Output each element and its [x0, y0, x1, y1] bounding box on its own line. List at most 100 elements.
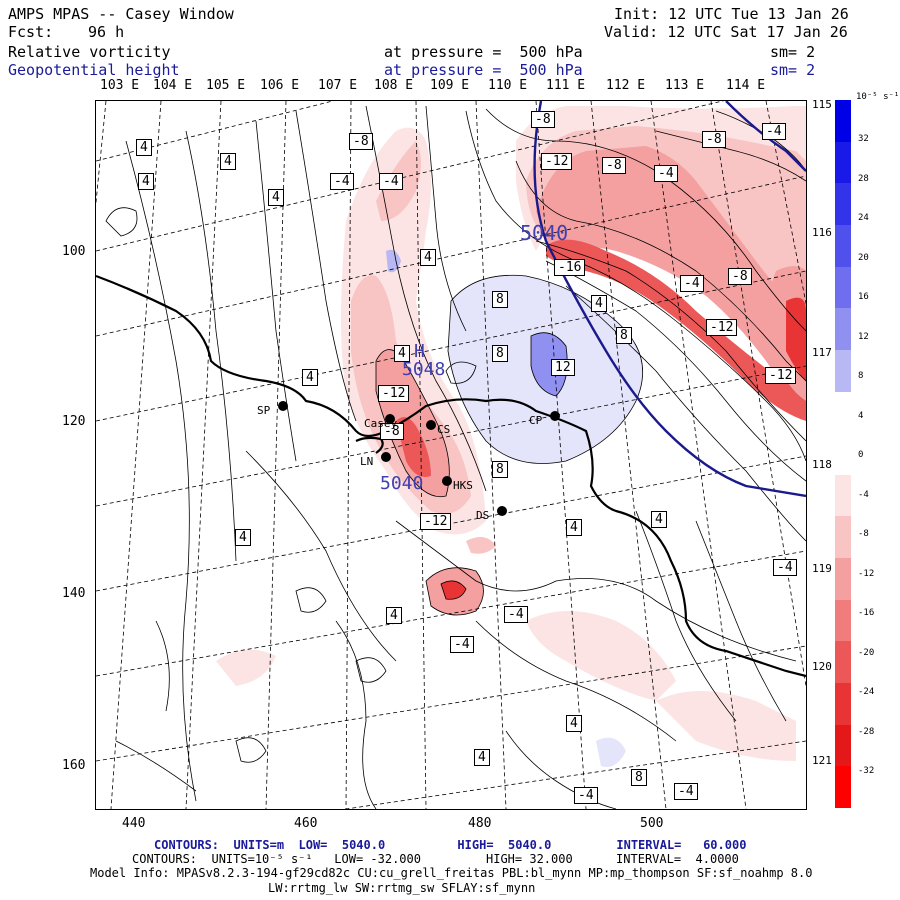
colorbar-swatch — [835, 349, 851, 393]
top-lon-label: 110 E — [488, 78, 528, 93]
x-tick-label: 440 — [122, 816, 146, 831]
station-marker — [442, 476, 452, 486]
colorbar-label: -16 — [858, 608, 875, 618]
station-label: HKS — [453, 479, 473, 492]
colorbar-swatch — [835, 599, 851, 642]
colorbar-label: 24 — [858, 213, 869, 223]
contour-label: -12 — [378, 385, 410, 402]
colorbar-unit: 10⁻⁵ s⁻¹ — [856, 92, 900, 102]
contour-label: 8 — [492, 461, 508, 478]
contour-label: 4 — [220, 153, 236, 170]
contour-label: 8 — [492, 291, 508, 308]
forecast-label: Fcst: — [8, 23, 54, 41]
contour-label: 8 — [631, 769, 647, 786]
colorbar-swatch — [835, 183, 851, 226]
contour-label: 8 — [616, 327, 632, 344]
colorbar-label: 12 — [858, 331, 869, 342]
colorbar-label: -12 — [858, 568, 875, 579]
top-lon-label: 108 E — [374, 78, 414, 93]
top-lon-label: 103 E — [100, 78, 140, 93]
field2-level: at pressure = 500 hPa — [384, 61, 583, 79]
chart-title: AMPS MPAS -- Casey Window — [8, 5, 234, 23]
contour-label: -8 — [349, 133, 373, 150]
field1-name: Relative vorticity — [8, 43, 171, 61]
contour-label: -12 — [420, 513, 452, 530]
positive-vorticity-shading — [386, 249, 643, 767]
station-label: CS — [437, 423, 451, 436]
contour-label: -4 — [574, 787, 598, 804]
geopotential-label: 5040 — [380, 473, 424, 494]
contour-label: -4 — [762, 123, 786, 140]
contour-label: 4 — [474, 749, 490, 766]
contour-label: -8 — [531, 111, 555, 128]
y-tick-label: 160 — [62, 758, 86, 773]
geopotential-contours — [533, 101, 806, 498]
top-lon-label: 105 E — [206, 78, 246, 93]
contour-label: -12 — [706, 319, 738, 336]
station-label: DS — [476, 509, 490, 522]
contour-label: 4 — [136, 139, 152, 156]
x-tick-label: 500 — [640, 816, 664, 831]
colorbar-label: -28 — [858, 726, 875, 737]
station-label: CP — [529, 414, 543, 427]
station-marker — [278, 401, 288, 411]
colorbar-swatch — [835, 308, 851, 351]
x-tick-label: 460 — [294, 816, 318, 831]
colorbar-label: -4 — [858, 489, 869, 500]
contour-label: 4 — [651, 511, 667, 528]
y-tick-label: 120 — [62, 414, 86, 429]
colorbar-swatch — [835, 641, 851, 684]
footer-vorticity-contours: CONTOURS: UNITS=10⁻⁵ s⁻¹ LOW= -32.000 HI… — [132, 852, 739, 866]
colorbar-label: 16 — [858, 292, 869, 302]
colorbar-label: -24 — [858, 687, 875, 697]
x-tick-label: 480 — [468, 816, 492, 831]
init-time: Init: 12 UTC Tue 13 Jan 26 — [614, 5, 849, 23]
colorbar-swatch — [835, 224, 851, 268]
footer-model-info-2: LW:rrtmg_lw SW:rrtmg_sw SFLAY:sf_mynn — [268, 881, 536, 895]
top-lon-label: 111 E — [546, 78, 586, 93]
top-lon-label: 107 E — [318, 78, 358, 93]
contour-label: 4 — [591, 295, 607, 312]
colorbar-swatch — [835, 433, 851, 476]
station-marker — [497, 506, 507, 516]
colorbar-label: 32 — [858, 134, 869, 144]
colorbar-label: 4 — [858, 410, 864, 421]
y-tick-label: 140 — [62, 586, 86, 601]
contour-label: 8 — [492, 345, 508, 362]
field1-level: at pressure = 500 hPa — [384, 43, 583, 61]
colorbar-label: 20 — [858, 252, 869, 263]
map-svg — [96, 101, 806, 809]
top-lon-label: 114 E — [726, 78, 766, 93]
colorbar-label: 0 — [858, 450, 864, 460]
contour-label: -4 — [450, 636, 474, 653]
top-lon-label: 113 E — [665, 78, 705, 93]
contour-label: -12 — [541, 153, 573, 170]
contour-label: -16 — [554, 259, 586, 276]
colorbar-swatch — [835, 141, 851, 184]
colorbar-swatch — [835, 266, 851, 309]
contour-label: -12 — [765, 367, 797, 384]
contour-label: -8 — [728, 268, 752, 285]
negative-vorticity-shading — [216, 106, 806, 761]
colorbar-label: -20 — [858, 647, 875, 658]
contour-label: 4 — [420, 249, 436, 266]
colorbar-swatch — [835, 558, 851, 601]
contour-label: -4 — [680, 275, 704, 292]
colorbar-swatch — [835, 766, 851, 809]
footer-model-info: Model Info: MPASv8.2.3-194-gf29cd82c CU:… — [90, 866, 813, 880]
colorbar — [835, 100, 851, 809]
station-marker — [426, 420, 436, 430]
contour-label: -8 — [602, 157, 626, 174]
field2-name: Geopotential height — [8, 61, 180, 79]
y-tick-label: 100 — [62, 244, 86, 259]
station-marker — [550, 411, 560, 421]
colorbar-swatch — [835, 391, 851, 434]
contour-label: -8 — [702, 131, 726, 148]
station-label: LN — [360, 455, 374, 468]
contour-label: -4 — [504, 606, 528, 623]
contour-label: 12 — [551, 359, 575, 376]
contour-label: -4 — [379, 173, 403, 190]
contour-label: 4 — [394, 345, 410, 362]
contour-label: 4 — [138, 173, 154, 190]
station-marker — [385, 414, 395, 424]
